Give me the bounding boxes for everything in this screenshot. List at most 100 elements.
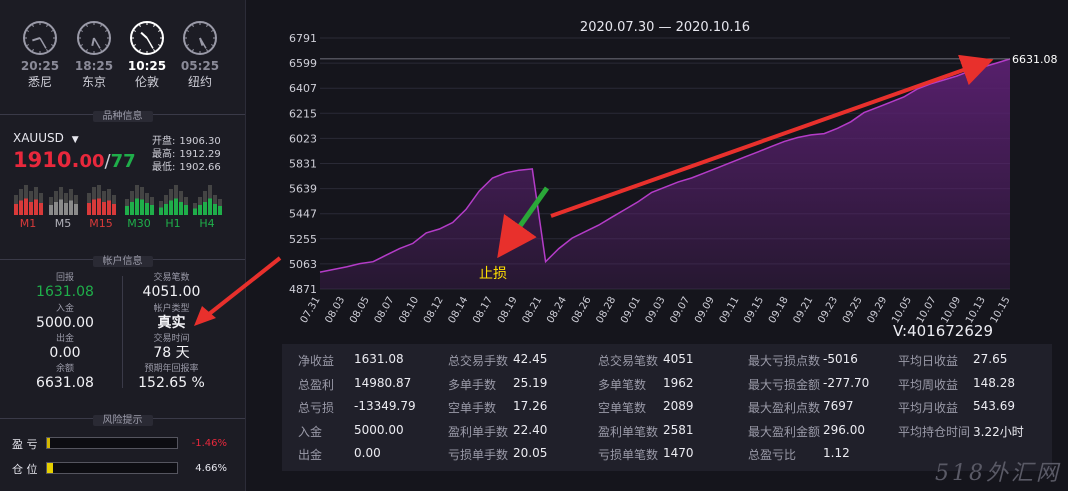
section-header-risk: 风险提示 [0, 411, 245, 426]
pnl-label: 盈 亏 [12, 438, 38, 451]
y-tick-label: 5447 [289, 208, 317, 221]
x-tick-label: 08.07 [373, 295, 397, 325]
symbol-selector[interactable]: XAUUSD ▼ [13, 131, 79, 145]
stat-value: 7697 [823, 399, 854, 413]
divider [122, 276, 123, 388]
y-tick-label: 6215 [289, 107, 317, 120]
stat-value: 17.26 [513, 399, 548, 413]
clock-city: 伦敦 [134, 75, 159, 89]
stat-label: 平均月收益 [898, 401, 959, 415]
account-sidebar: 20:25 悉尼 18:25 东京 10:25 伦敦 05:25 纽约 品种信息 XAUUSD… [0, 0, 246, 491]
x-tick-label: 08.21 [521, 295, 545, 325]
stat-label: 平均持仓时间 [898, 424, 971, 439]
stat-label: 出金 [298, 448, 323, 462]
timeframe-m1[interactable]: M1 [13, 185, 43, 230]
stat-value: 4051 [663, 352, 694, 366]
world-clock: 05:25 纽约 [180, 20, 220, 90]
pnl-value: -1.46% [191, 438, 227, 449]
stat-value: 20.05 [513, 446, 548, 460]
open-price: 开盘: 1906.30 [152, 136, 221, 147]
stat-label: 平均日收益 [898, 354, 959, 368]
world-clock: 10:25 伦敦 [127, 20, 167, 90]
x-tick-label: 09.18 [767, 295, 791, 325]
x-tick-label: 09.21 [792, 295, 816, 325]
x-tick-label: 09.15 [742, 295, 766, 325]
stat-label: 总交易笔数 [598, 354, 659, 368]
position-label: 仓 位 [12, 463, 38, 476]
stat-value: 5000.00 [354, 422, 404, 437]
stat-label: 亏损单笔数 [598, 448, 659, 462]
x-tick-label: 09.23 [816, 295, 840, 325]
strength-bars-icon [158, 185, 188, 215]
x-tick-label: 08.10 [397, 295, 421, 325]
strength-bars-icon [124, 185, 154, 215]
x-tick-label: 08.26 [570, 295, 594, 325]
deposit-stat: 入金 5000.00 [36, 304, 94, 331]
stat-label: 多单笔数 [598, 377, 647, 392]
timeframe-label: M15 [89, 217, 113, 230]
timeframe-m15[interactable]: M15 [86, 185, 116, 230]
timeframe-h4[interactable]: H4 [192, 185, 222, 230]
timeframe-m5[interactable]: M5 [48, 185, 78, 230]
stat-value: 27.65 [973, 352, 1008, 366]
stat-value: 1470 [663, 446, 694, 460]
clock-icon [77, 21, 111, 55]
x-tick-label: 08.14 [447, 295, 471, 325]
watermark: 518外汇网 [935, 461, 1061, 486]
stat-label: 总交易手数 [448, 354, 509, 368]
x-tick-label: 09.11 [718, 295, 742, 325]
clock-time: 10:25 [127, 59, 167, 73]
x-tick-label: 07.31 [299, 295, 323, 325]
stat-value: 1631.08 [354, 352, 404, 366]
y-tick-label: 5063 [289, 258, 317, 271]
y-tick-label: 5255 [289, 233, 317, 246]
chart-title: 2020.07.30 — 2020.10.16 [580, 20, 750, 35]
stat-label: 总盈亏比 [748, 448, 797, 462]
stat-label: 亏损单手数 [448, 448, 509, 462]
stat-value: 42.45 [513, 352, 548, 366]
clock-time: 20:25 [20, 59, 60, 73]
stat-value: 296.00 [823, 422, 865, 437]
equity-line [319, 58, 1011, 273]
x-tick-label: 09.03 [644, 295, 668, 325]
clock-city: 悉尼 [27, 75, 52, 89]
chevron-down-icon: ▼ [71, 135, 79, 145]
x-tick-label: 08.17 [471, 295, 495, 325]
timeframe-h1[interactable]: H1 [158, 185, 188, 230]
stat-label: 盈利单笔数 [598, 424, 659, 439]
y-tick-label: 5639 [289, 183, 317, 196]
timeframe-label: M1 [19, 217, 37, 230]
x-tick-label: 10.09 [939, 295, 963, 325]
stats-table: 净收益 1631.08 总盈利 14980.87 总亏损 -13349.79 入金 5000.… [282, 344, 1052, 471]
account-id: V:401672629 [893, 322, 993, 340]
clock-icon [130, 21, 164, 55]
pnl-bar [46, 437, 178, 449]
stat-value: -277.70 [823, 375, 870, 390]
timeframe-m30[interactable]: M30 [124, 185, 154, 230]
position-bar [46, 462, 178, 474]
annual-return-stat: 预期年回报率 152.65 % [138, 364, 205, 391]
timeframe-label: H4 [199, 217, 215, 230]
x-tick-label: 08.24 [545, 295, 569, 325]
stat-value: 2581 [663, 422, 694, 437]
stat-label: 平均周收益 [898, 377, 959, 392]
stat-label: 空单手数 [448, 401, 497, 415]
x-tick-label: 09.01 [619, 295, 643, 325]
clock-city: 纽约 [187, 75, 212, 89]
stat-value: 22.40 [513, 422, 548, 437]
price-display: 1910.00/77 [13, 148, 136, 172]
equity-area [320, 58, 1010, 290]
strength-bars-icon [48, 185, 78, 215]
clock-time: 05:25 [180, 59, 220, 73]
stat-label: 最大亏损点数 [748, 354, 821, 368]
stat-value: 14980.87 [354, 375, 412, 390]
stat-label: 最大盈利点数 [748, 401, 821, 415]
x-tick-label: 10.05 [890, 295, 914, 325]
clock-icon [183, 21, 217, 55]
pointer-arrow-icon [194, 256, 282, 326]
y-tick-label: 4871 [289, 283, 317, 296]
x-tick-label: 10.07 [915, 295, 939, 325]
stat-value: 3.22小时 [973, 424, 1024, 439]
clock-time: 18:25 [74, 59, 114, 73]
x-tick-label: 09.09 [693, 295, 717, 325]
